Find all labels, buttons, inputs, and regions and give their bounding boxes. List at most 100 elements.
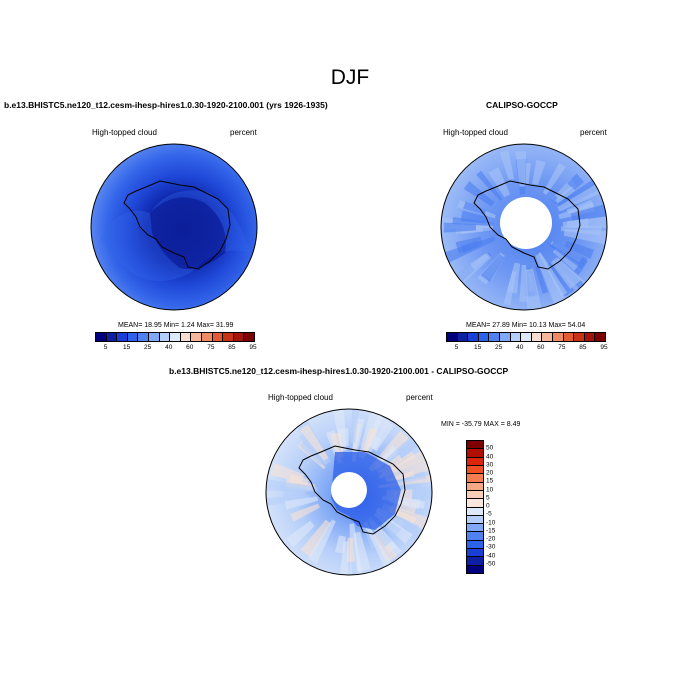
map-streak [463, 201, 487, 215]
map-streak [329, 432, 344, 459]
panel-3-colorbar-tick-label: 30 [486, 461, 494, 469]
panel-3-title: b.e13.BHISTC5.ne120_t12.cesm-ihesp-hires… [169, 366, 509, 376]
figure-title: DJF [330, 66, 370, 89]
panel-2-colorbar-tick-label: 95 [600, 344, 608, 351]
panel-1-units-label: percent [230, 128, 257, 137]
panel-2-colorbar-swatch [542, 333, 553, 341]
panel-2-colorbar-tick-label: 15 [473, 344, 482, 351]
panel-2-colorbar-tick-label: 5 [454, 344, 459, 351]
panel-2-stats: MEAN= 27.89 Min= 10.13 Max= 54.04 [466, 322, 586, 329]
panel-3-colorbar-swatch [467, 532, 483, 541]
panel-3-colorbar-tick-label: -20 [486, 535, 496, 543]
map-streak [388, 505, 431, 531]
map-streak [506, 262, 521, 294]
panel-1-colorbar [95, 332, 255, 342]
panel-2-colorbar-tick-label: 25 [495, 344, 503, 351]
map-streak [290, 503, 320, 522]
map-streak [555, 186, 576, 204]
panel-2-title: CALIPSO-GOCCP [486, 100, 558, 110]
panel-3-colorbar-swatch [467, 457, 483, 466]
map-streak [353, 531, 371, 572]
panel-2-colorbar-tick-label: 60 [537, 344, 545, 351]
panel-1-colorbar-swatch [96, 333, 107, 341]
panel-1-colorbar-tick-label: 5 [103, 344, 108, 351]
panel-3-colorbar-tick-label: 0 [486, 502, 490, 510]
panel-3-colorbar-tick-label: 5 [486, 494, 490, 502]
panel-1-colorbar-tick-label: 60 [186, 344, 194, 351]
panel-1-map-border [90, 143, 258, 311]
panel-2-polar-map [440, 143, 608, 311]
panel-2-colorbar-swatch [499, 333, 511, 341]
panel-3-polar-map [265, 408, 433, 576]
panel-3-colorbar-swatch [467, 524, 483, 533]
map-streak [563, 229, 607, 246]
panel-1-variable-label: High-topped cloud [92, 128, 157, 137]
panel-1-colorbar-swatch [117, 333, 128, 341]
map-streak [546, 261, 575, 297]
panel-1-antarctica-coastline [123, 180, 231, 270]
panel-3-colorbar-swatch [467, 482, 483, 491]
map-streak [381, 518, 402, 538]
panel-2-colorbar-tick-label: 75 [558, 344, 566, 351]
panel-1-colorbar-swatch [148, 333, 160, 341]
panel-2-colorbar-swatch [552, 333, 564, 341]
map-streak [288, 473, 309, 486]
panel-3-colorbar-swatch [467, 549, 483, 558]
panel-3-colorbar-swatch [467, 540, 483, 550]
map-streak [300, 519, 331, 558]
panel-1-colorbar-swatch [244, 333, 254, 341]
map-streak [534, 265, 549, 294]
panel-3-units-label: percent [406, 393, 433, 402]
map-streak [286, 520, 315, 548]
panel-1-contour-core [150, 197, 226, 269]
panel-1-colorbar-swatch [212, 333, 224, 341]
panel-3-colorbar-tick-label: 20 [486, 469, 494, 477]
map-streak [550, 257, 581, 290]
panel-2-colorbar-swatch [595, 333, 605, 341]
panel-1-colorbar-swatch [201, 333, 213, 341]
panel-3-colorbar-swatch [467, 465, 483, 475]
map-streak [372, 531, 398, 563]
panel-3-streaks [266, 409, 432, 575]
panel-3-colorbar-tick-label: -50 [486, 560, 496, 568]
panel-2-map-border [440, 143, 608, 311]
map-streak [566, 218, 589, 228]
map-streak [369, 435, 382, 450]
panel-1-colorbar-tick-label: 95 [249, 344, 257, 351]
panel-3-colorbar-tick-label: -10 [486, 519, 496, 526]
map-streak [266, 479, 318, 492]
map-streak [532, 159, 546, 186]
map-streak [452, 217, 494, 226]
map-streak [480, 254, 505, 282]
map-streak [346, 537, 355, 562]
panel-3-colorbar-swatch [467, 557, 483, 566]
panel-1-colorbar-swatch [138, 333, 149, 341]
panel-1-colorbar-labels: 5 15 25 40 60 75 85 95 [95, 344, 257, 354]
panel-1-colorbar-swatch [233, 333, 245, 341]
panel-2-colorbar-tick-label: 85 [579, 344, 587, 351]
panel-3-colorbar-swatch [467, 449, 483, 458]
map-streak [570, 203, 607, 222]
map-streak [525, 268, 543, 310]
panel-1-colorbar-swatch [170, 333, 181, 341]
panel-3-colorbar-swatch [467, 441, 483, 450]
panel-1-colorbar-tick-label: 40 [165, 344, 173, 351]
map-streak [463, 181, 495, 207]
map-streak [299, 432, 328, 466]
panel-2-colorbar-swatch [468, 333, 479, 341]
map-streak [476, 170, 503, 201]
panel-1-colorbar-swatch [106, 333, 118, 341]
panel-2-colorbar-swatch [489, 333, 500, 341]
panel-3-variable-label: High-topped cloud [268, 393, 333, 402]
panel-3-colorbar-tick-label: 50 [486, 444, 494, 452]
panel-2-colorbar-swatch [478, 333, 490, 341]
panel-3-colorbar-tick-label: -5 [486, 510, 492, 518]
panel-3-colorbar-swatch [467, 515, 483, 525]
panel-3-colorbar-tick-label: -30 [486, 543, 496, 551]
panel-1-colorbar-tick-label: 15 [122, 344, 131, 351]
panel-1-colorbar-swatch [223, 333, 234, 341]
map-streak [266, 494, 310, 507]
panel-1-stats: MEAN= 18.95 Min= 1.24 Max= 31.99 [118, 322, 234, 329]
panel-1-colorbar-tick-label: 85 [228, 344, 236, 351]
panel-2-units-label: percent [580, 128, 607, 137]
